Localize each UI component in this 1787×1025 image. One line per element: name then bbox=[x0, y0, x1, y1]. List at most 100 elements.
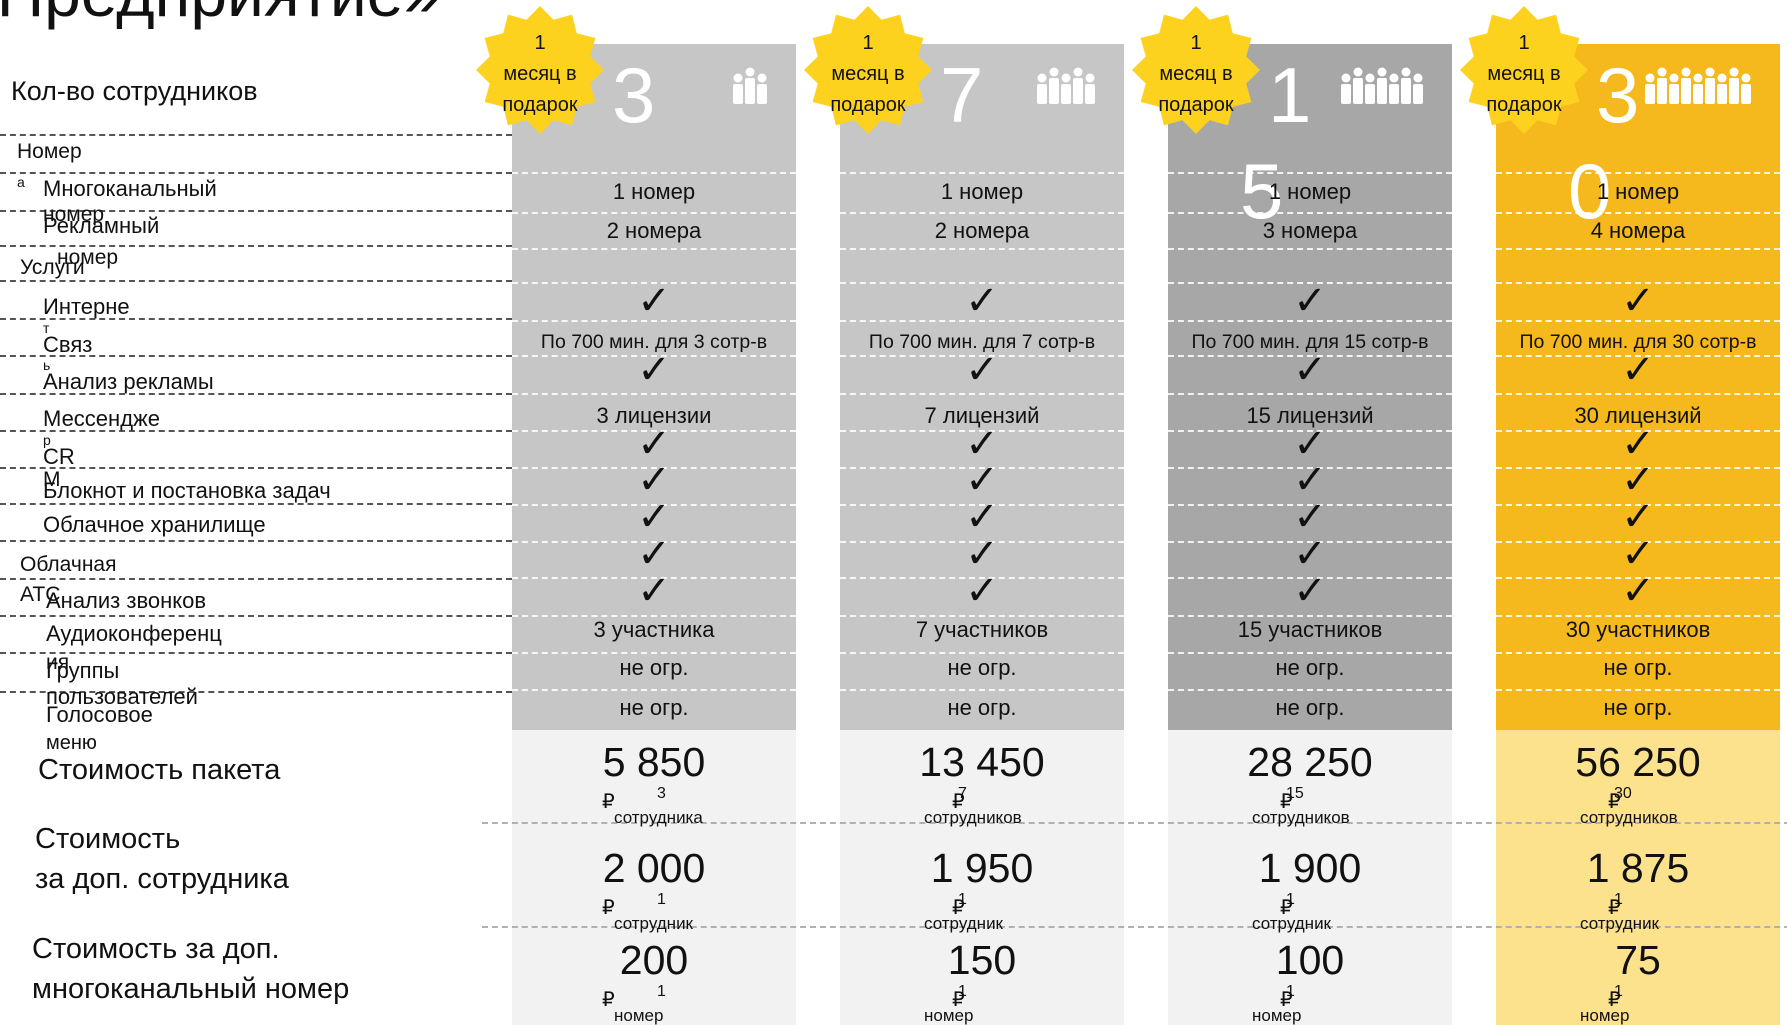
price-divider bbox=[482, 926, 826, 928]
package-count: 7 bbox=[958, 785, 967, 802]
extra-number-price: 150 bbox=[947, 937, 1017, 983]
extra-employee-count: 1 bbox=[1286, 891, 1295, 908]
label-ad-analysis: Анализ рекламы bbox=[43, 369, 214, 394]
row-divider bbox=[1168, 689, 1452, 691]
package-currency: ₽ bbox=[602, 791, 615, 813]
row-divider bbox=[840, 467, 1124, 469]
gift-badge-line2: месяц в bbox=[1159, 63, 1233, 85]
row-divider bbox=[1496, 282, 1780, 284]
plan-column-1: 3 1 номер 2 номера По 700 мин. для 3 сотр-в… bbox=[488, 44, 796, 730]
cell-ad-number: 4 номера bbox=[1590, 218, 1686, 243]
headcount-number-tail: 0 bbox=[1568, 147, 1612, 235]
label-user-groups-tail: пользователей bbox=[46, 684, 198, 709]
label-crm: CR bbox=[43, 444, 75, 469]
extra-employee-count: 1 bbox=[1614, 891, 1623, 908]
extra-number-unit: номер bbox=[614, 1006, 664, 1025]
row-divider bbox=[0, 134, 512, 136]
row-divider bbox=[840, 430, 1124, 432]
package-count: 15 bbox=[1286, 785, 1304, 802]
headcount-number: 7 bbox=[940, 51, 984, 139]
row-divider bbox=[0, 172, 512, 174]
check-icon: ✓ bbox=[1293, 458, 1327, 502]
gift-badge-text: 1 месяц в подарок bbox=[1132, 28, 1260, 121]
check-icon: ✓ bbox=[1293, 569, 1327, 613]
row-divider bbox=[0, 503, 512, 505]
extra-employee-currency: ₽ bbox=[952, 897, 965, 919]
row-divider bbox=[0, 393, 512, 395]
extra-employee-price: 1 950 bbox=[930, 845, 1034, 891]
category-services: Услуги bbox=[20, 256, 85, 279]
gift-badge-line2: месяц в bbox=[831, 63, 905, 85]
package-currency: ₽ bbox=[952, 791, 965, 813]
label-extra-num-cost-1: Стоимость за доп. bbox=[32, 933, 280, 965]
cell-audioconf: 3 участника bbox=[593, 617, 715, 642]
check-icon: ✓ bbox=[637, 458, 671, 502]
row-divider bbox=[840, 355, 1124, 357]
cell-user-groups: не огр. bbox=[619, 655, 689, 680]
row-divider bbox=[512, 541, 796, 543]
cell-audioconf: 7 участников bbox=[915, 617, 1049, 642]
package-currency: ₽ bbox=[1280, 791, 1293, 813]
cell-voice-menu: не огр. bbox=[1603, 695, 1673, 720]
check-icon: ✓ bbox=[637, 422, 671, 466]
extra-employee-price: 1 875 bbox=[1586, 845, 1690, 891]
row-divider bbox=[0, 615, 512, 617]
extra-employee-price: 1 900 bbox=[1258, 845, 1362, 891]
extra-employee-count: 1 bbox=[958, 891, 967, 908]
label-extra-emp-cost-1: Стоимость bbox=[35, 823, 181, 855]
price-divider bbox=[1138, 926, 1482, 928]
check-icon: ✓ bbox=[965, 532, 999, 576]
check-icon: ✓ bbox=[637, 532, 671, 576]
row-divider bbox=[512, 504, 796, 506]
check-icon: ✓ bbox=[637, 279, 671, 323]
label-extra-emp-cost-2: за доп. сотрудника bbox=[35, 863, 289, 895]
row-divider bbox=[840, 393, 1124, 395]
row-divider bbox=[1168, 248, 1452, 250]
check-icon: ✓ bbox=[965, 458, 999, 502]
gift-badge: 1 месяц в подарок bbox=[476, 6, 604, 134]
label-package-cost: Стоимость пакета bbox=[38, 754, 281, 786]
package-price: 28 250 bbox=[1247, 739, 1373, 785]
row-divider bbox=[1168, 541, 1452, 543]
gift-badge-line3: подарок bbox=[1486, 94, 1562, 116]
package-currency: ₽ bbox=[1608, 791, 1621, 813]
extra-employee-price: 2 000 bbox=[602, 845, 706, 891]
extra-number-currency: ₽ bbox=[1608, 989, 1621, 1011]
cell-messenger: 15 лицензий bbox=[1246, 403, 1374, 428]
cell-voice-menu: не огр. bbox=[619, 695, 689, 720]
label-ad-number-tail: номер bbox=[57, 246, 119, 269]
cell-audioconf: 15 участников bbox=[1237, 617, 1383, 642]
package-unit: сотрудников bbox=[924, 808, 1022, 827]
label-connection: Связ bbox=[43, 332, 93, 357]
check-icon: ✓ bbox=[965, 569, 999, 613]
label-cloud-storage: Облачное хранилище bbox=[43, 512, 266, 537]
cell-messenger: 7 лицензий bbox=[924, 403, 1040, 428]
row-divider bbox=[1168, 172, 1452, 174]
row-divider bbox=[1496, 172, 1780, 174]
row-divider bbox=[0, 245, 512, 247]
row-divider bbox=[512, 248, 796, 250]
row-divider bbox=[0, 210, 512, 212]
price-divider bbox=[810, 822, 1154, 824]
row-divider bbox=[0, 355, 512, 357]
cell-ad-number: 2 номера bbox=[606, 218, 702, 243]
extra-number-count: 1 bbox=[1614, 983, 1623, 1000]
row-divider bbox=[1496, 430, 1780, 432]
package-count: 3 bbox=[657, 785, 666, 802]
gift-badge-line3: подарок bbox=[1158, 94, 1234, 116]
package-unit: сотрудника bbox=[614, 808, 703, 827]
row-divider bbox=[1168, 615, 1452, 617]
label-extra-num-cost-2: многоканальный номер bbox=[32, 973, 350, 1005]
extra-number-price: 200 bbox=[619, 937, 689, 983]
package-count: 30 bbox=[1614, 785, 1632, 802]
label-internet: Интерне bbox=[43, 294, 130, 319]
plan-column-2: 7 1 номер 2 номера По 700 мин. для 7 сотр-в… bbox=[816, 44, 1124, 730]
cell-connection: По 700 мин. для 3 сотр-в bbox=[540, 331, 768, 353]
row-divider bbox=[512, 282, 796, 284]
gift-badge: 1 месяц в подарок bbox=[804, 6, 932, 134]
cell-multichannel: 1 номер bbox=[940, 179, 1024, 204]
row-divider bbox=[1496, 212, 1780, 214]
category-cloud-pbx: Облачная bbox=[20, 553, 117, 576]
gift-badge-text: 1 месяц в подарок bbox=[476, 28, 604, 121]
